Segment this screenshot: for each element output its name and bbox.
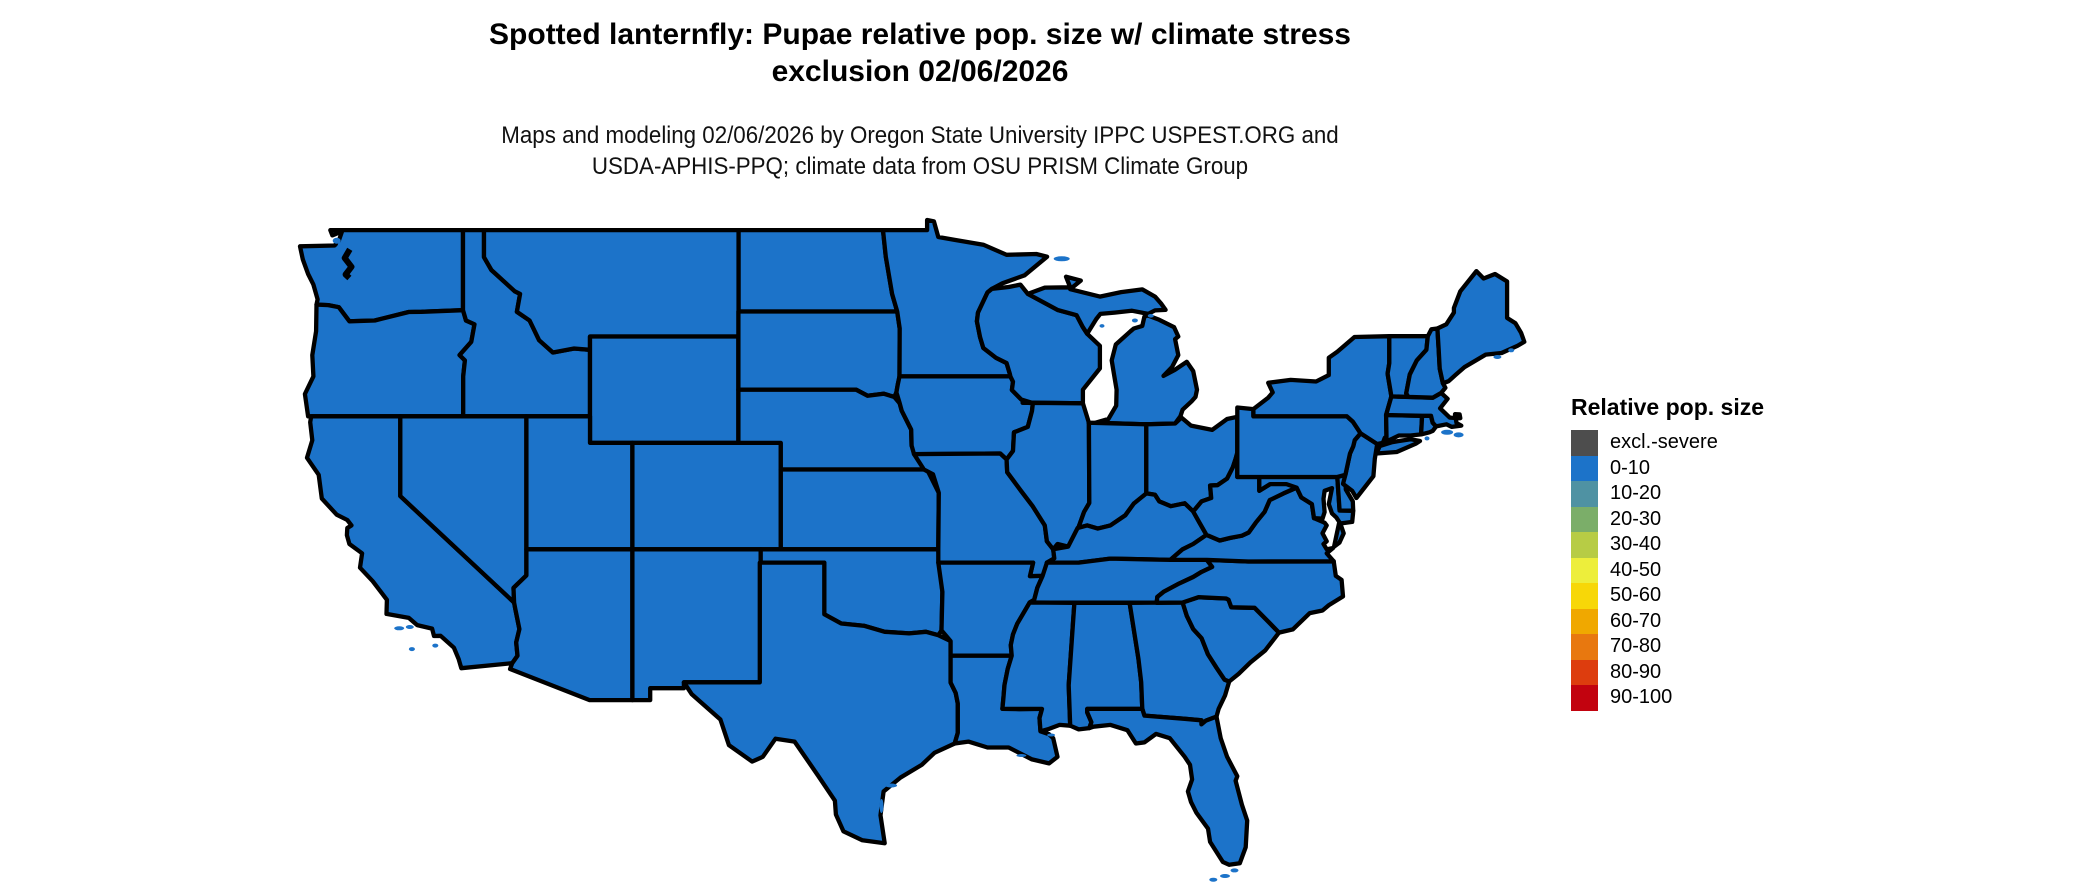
legend-row-40-50: 40-50 — [1571, 557, 1831, 583]
legend-label: 0-10 — [1610, 456, 1651, 479]
legend-title: Relative pop. size — [1571, 394, 1765, 420]
island — [1508, 348, 1515, 353]
state-florida — [1085, 706, 1250, 867]
legend-label: 90-100 — [1610, 686, 1673, 709]
legend-label: 40-50 — [1610, 558, 1662, 581]
legend-row-90-100: 90-100 — [1571, 685, 1831, 711]
map-title-line1: Spotted lanternfly: Pupae relative pop. … — [489, 18, 1351, 51]
map-subtitle: Maps and modeling 02/06/2026 by Oregon S… — [64, 120, 1775, 182]
legend-row-excl.-severe: excl.-severe — [1571, 430, 1831, 456]
legend: Relative pop. size excl.-severe 0-10 10-20… — [1571, 394, 1831, 711]
islands-layer — [332, 237, 1515, 882]
island — [1053, 256, 1070, 262]
legend-swatch-50-60 — [1571, 583, 1598, 609]
island — [1453, 432, 1464, 438]
state-wyoming — [587, 334, 741, 446]
island — [1441, 429, 1454, 435]
legend-row-0-10: 0-10 — [1571, 455, 1831, 481]
state-kansas — [778, 467, 941, 552]
state-new-mexico — [630, 547, 763, 703]
legend-label: 50-60 — [1610, 584, 1662, 607]
legend-row-70-80: 70-80 — [1571, 634, 1831, 660]
legend-label: 80-90 — [1610, 660, 1662, 683]
legend-row-80-90: 80-90 — [1571, 659, 1831, 685]
island — [1209, 877, 1218, 882]
island — [1131, 318, 1138, 323]
island — [1147, 314, 1154, 318]
island — [1016, 754, 1027, 757]
island — [1047, 733, 1056, 737]
legend-label: 30-40 — [1610, 533, 1662, 556]
island — [332, 237, 341, 244]
legend-swatch-20-30 — [1571, 506, 1598, 532]
legend-swatch-90-100 — [1571, 685, 1598, 711]
legend-swatch-60-70 — [1571, 608, 1598, 634]
legend-row-30-40: 30-40 — [1571, 532, 1831, 558]
states-layer — [297, 217, 1527, 867]
legend-row-20-30: 20-30 — [1571, 506, 1831, 532]
island — [1220, 874, 1230, 878]
legend-swatch-80-90 — [1571, 659, 1598, 685]
legend-label: 60-70 — [1610, 609, 1662, 632]
state-south-dakota — [736, 309, 902, 400]
island — [1493, 355, 1502, 359]
legend-swatch-40-50 — [1571, 557, 1598, 583]
state-colorado — [630, 440, 783, 552]
island — [1099, 324, 1105, 328]
island — [408, 647, 415, 652]
island — [337, 242, 344, 248]
legend-items: excl.-severe 0-10 10-20 20-30 30-40 40-50 50-6… — [1571, 430, 1831, 711]
map-title: Spotted lanternfly: Pupae relative pop. … — [0, 16, 1840, 90]
map-subtitle-line1: Maps and modeling 02/06/2026 by Oregon S… — [501, 122, 1339, 149]
legend-swatch-30-40 — [1571, 532, 1598, 558]
island — [405, 625, 414, 629]
state-arizona — [507, 547, 635, 703]
island — [1424, 436, 1430, 441]
map-subtitle-line2: USDA-APHIS-PPQ; climate data from OSU PR… — [591, 153, 1249, 180]
map-title-line2: exclusion 02/06/2026 — [771, 55, 1069, 88]
legend-swatch-70-80 — [1571, 634, 1598, 660]
water-detail-layer — [341, 247, 355, 281]
legend-row-50-60: 50-60 — [1571, 583, 1831, 609]
state-michigan — [1025, 274, 1200, 427]
legend-label: excl.-severe — [1610, 431, 1718, 454]
legend-swatch-0-10 — [1571, 455, 1598, 481]
island — [885, 783, 898, 788]
legend-label: 10-20 — [1610, 482, 1662, 505]
island — [394, 626, 405, 631]
state-north-carolina — [1154, 557, 1346, 635]
state-oregon — [302, 302, 477, 419]
legend-swatch-excl.-severe — [1571, 430, 1598, 456]
legend-label: 70-80 — [1610, 635, 1662, 658]
legend-row-10-20: 10-20 — [1571, 481, 1831, 507]
state-maine — [1435, 268, 1527, 386]
puget-sound-water-detail — [341, 247, 355, 281]
legend-label: 20-30 — [1610, 507, 1662, 530]
legend-swatch-10-20 — [1571, 481, 1598, 507]
island — [432, 643, 439, 648]
state-north-dakota — [736, 227, 900, 314]
island — [1230, 868, 1239, 873]
legend-row-60-70: 60-70 — [1571, 608, 1831, 634]
island — [879, 799, 884, 813]
